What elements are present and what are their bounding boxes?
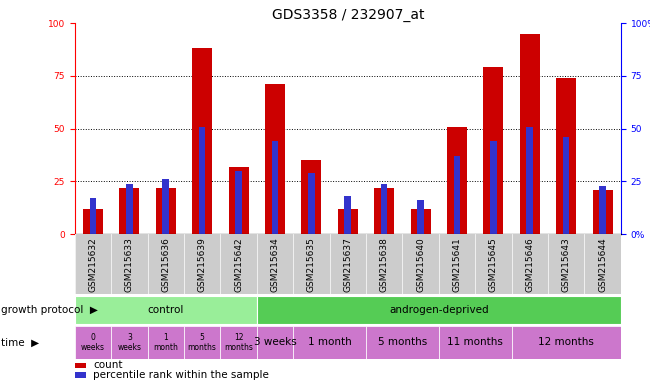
Bar [563,137,569,234]
Bar [148,326,184,359]
Bar [257,296,621,324]
Text: count: count [93,361,122,371]
Bar [83,209,103,234]
Text: time  ▶: time ▶ [1,337,40,348]
Bar [366,326,439,359]
Bar [526,127,533,234]
Text: 5
months: 5 months [188,333,216,352]
Text: GSM215643: GSM215643 [562,237,571,292]
Text: 12
months: 12 months [224,333,253,352]
Text: growth protocol  ▶: growth protocol ▶ [1,305,98,315]
Text: GSM215645: GSM215645 [489,237,498,292]
Bar [293,326,366,359]
Bar [447,127,467,234]
Bar [75,326,111,359]
Bar [162,179,169,234]
Text: 0
weeks: 0 weeks [81,333,105,352]
Bar [192,48,212,234]
Bar [156,188,176,234]
Bar [381,184,387,234]
Text: GSM215633: GSM215633 [125,237,134,292]
Bar [344,196,351,234]
Bar [235,171,242,234]
Bar [184,326,220,359]
Bar [374,188,394,234]
Title: GDS3358 / 232907_at: GDS3358 / 232907_at [272,8,424,22]
Bar [520,34,540,234]
Bar [199,127,205,234]
Text: GSM215644: GSM215644 [598,237,607,292]
Bar [308,173,315,234]
Bar [265,84,285,234]
Text: GSM215636: GSM215636 [161,237,170,292]
Bar [302,161,321,234]
Text: GSM215641: GSM215641 [452,237,462,292]
Bar [338,209,358,234]
Text: androgen-deprived: androgen-deprived [389,305,489,315]
Bar [454,156,460,234]
Bar [120,188,139,234]
Text: GSM215632: GSM215632 [88,237,98,292]
Bar [556,78,576,234]
Text: GSM215634: GSM215634 [270,237,280,292]
Text: control: control [148,305,184,315]
Bar [411,209,430,234]
Bar [75,372,86,378]
Bar [111,326,148,359]
Bar [417,200,424,234]
Bar [75,234,621,294]
Text: GSM215635: GSM215635 [307,237,316,292]
Bar [512,326,621,359]
Bar [229,167,248,234]
Bar [257,326,293,359]
Bar [484,68,503,234]
Text: GSM215638: GSM215638 [380,237,389,292]
Text: 5 months: 5 months [378,337,427,348]
Bar [75,296,257,324]
Bar [599,186,606,234]
Bar [220,326,257,359]
Bar [126,184,133,234]
Text: GSM215639: GSM215639 [198,237,207,292]
Text: 12 months: 12 months [538,337,594,348]
Text: 3 weeks: 3 weeks [254,337,296,348]
Text: 1 month: 1 month [307,337,352,348]
Text: 11 months: 11 months [447,337,503,348]
Text: GSM215637: GSM215637 [343,237,352,292]
Bar [490,141,497,234]
Text: 3
weeks: 3 weeks [118,333,141,352]
Text: GSM215646: GSM215646 [525,237,534,292]
Text: percentile rank within the sample: percentile rank within the sample [93,370,269,380]
Bar [439,326,512,359]
Bar [75,362,86,368]
Bar [90,199,96,234]
Text: GSM215642: GSM215642 [234,237,243,292]
Bar [272,141,278,234]
Text: 1
month: 1 month [153,333,178,352]
Text: GSM215640: GSM215640 [416,237,425,292]
Bar [593,190,612,234]
